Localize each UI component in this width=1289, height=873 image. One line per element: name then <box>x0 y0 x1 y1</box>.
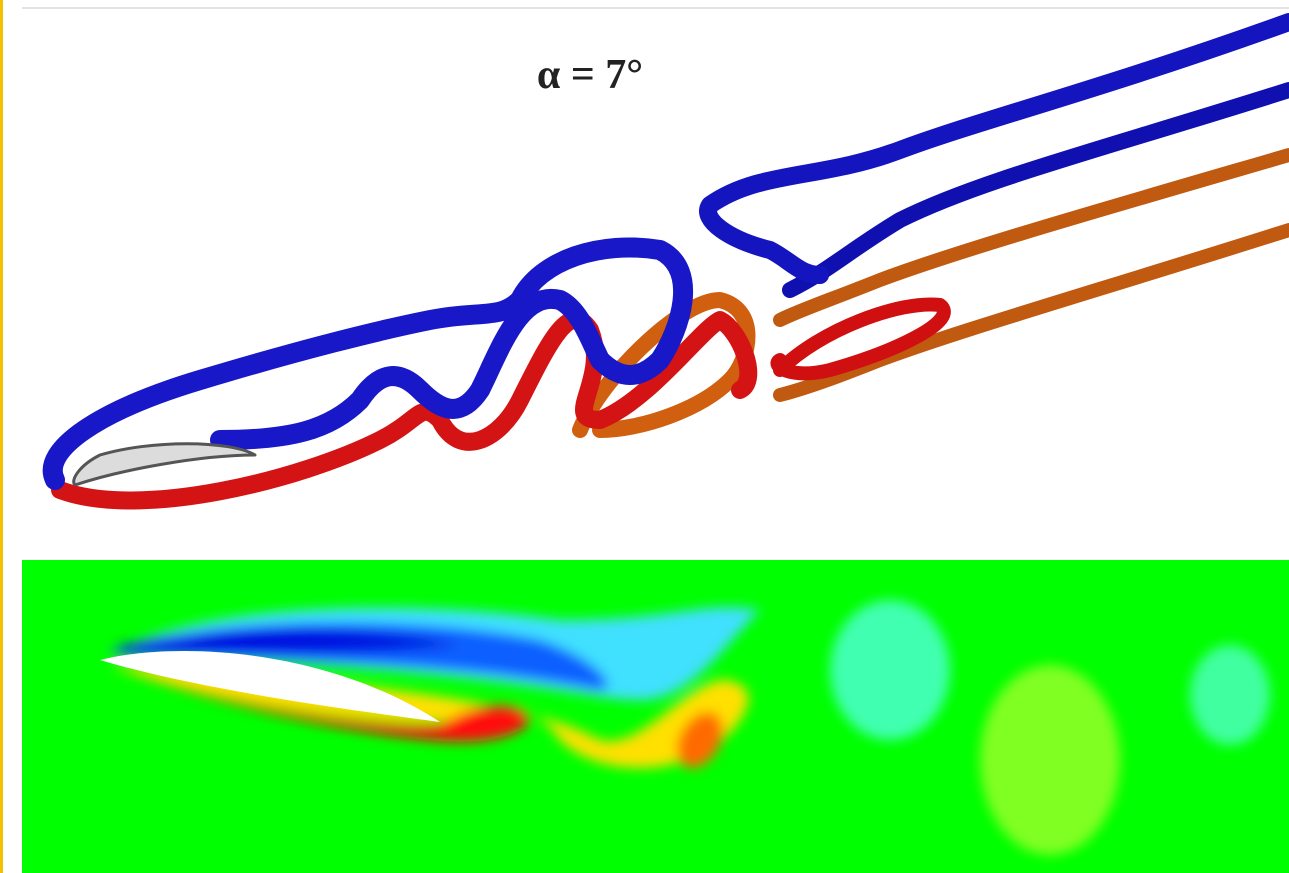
figure: α = 7° <box>0 0 1289 873</box>
angle-label: α = 7° <box>537 52 643 98</box>
contour-cyan-mid <box>830 600 950 740</box>
ribbon-orange-1 <box>780 155 1289 320</box>
contour-cyan-far <box>1190 645 1270 745</box>
page: α = 7° (() => { const data = JSON.parse(… <box>0 0 1289 873</box>
streak-ribbons <box>53 22 1289 500</box>
left-border <box>0 0 3 873</box>
airfoil-3d <box>74 444 255 485</box>
vorticity-field <box>22 560 1289 873</box>
contour-yellowgreen <box>980 665 1120 855</box>
